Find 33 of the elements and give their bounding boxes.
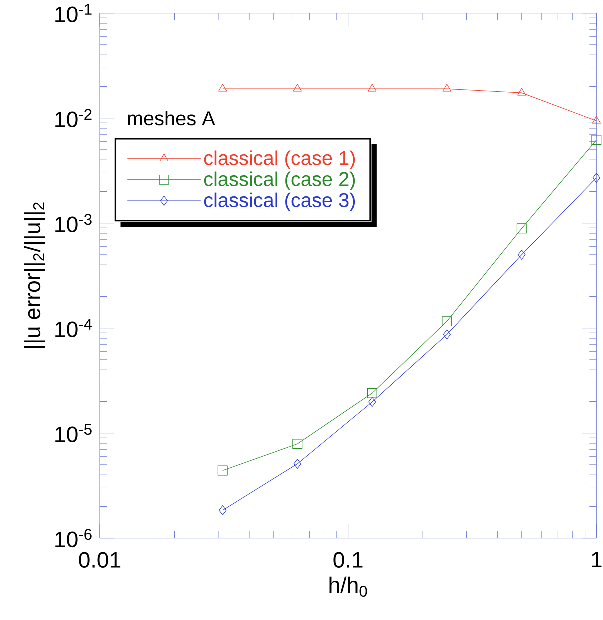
point (442, 316, 452, 327)
point (292, 439, 303, 450)
point (219, 506, 227, 516)
point (592, 135, 602, 146)
point (293, 84, 302, 92)
y-tick-label: 10$^{-6}$ (56, 529, 92, 548)
point (294, 459, 302, 470)
legend-title: meshes A (128, 111, 216, 126)
y-tick-label: 10$^{-4}$ (56, 319, 92, 338)
point (592, 173, 600, 184)
point (443, 330, 451, 340)
y-tick-label: 10$^{-5}$ (56, 424, 92, 442)
legend-label: classical (case 1) (204, 150, 356, 170)
point (442, 84, 452, 92)
point (367, 388, 378, 398)
point (592, 116, 602, 124)
y-tick-label: 10$^{-3}$ (56, 214, 92, 233)
x-tick-label: 1 (592, 552, 602, 568)
x-tick-label: 0.01 (79, 552, 121, 568)
y-tick-label: 10$^{-1}$ (56, 4, 92, 22)
point (518, 250, 526, 260)
point (516, 224, 527, 234)
point (368, 84, 377, 92)
y-axis-title: ||u error||$_{2}$/||u||$_{2}$ (24, 202, 46, 348)
x-axis-title: h/h$_{0}$ (330, 576, 368, 598)
point (218, 466, 228, 476)
legend-label: classical (case 3) (204, 192, 356, 212)
point (518, 88, 526, 96)
y-tick-label: 10$^{-2}$ (56, 109, 92, 128)
x-tick-label: 0.1 (334, 552, 363, 568)
point (368, 397, 376, 408)
legend-label: classical (case 2) (204, 172, 356, 190)
point (218, 84, 228, 92)
